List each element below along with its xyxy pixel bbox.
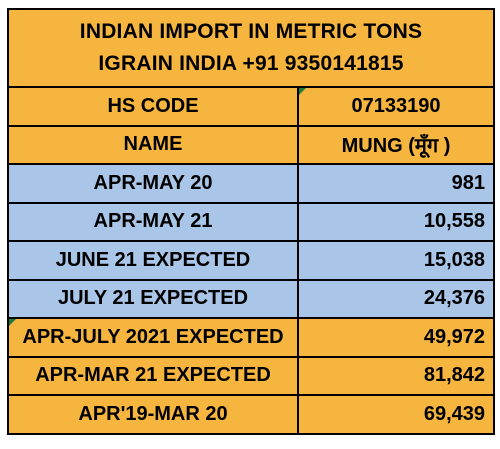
name-label: NAME <box>9 126 299 163</box>
table-row: APR-MAY 21 10,558 <box>7 203 495 242</box>
table-row-summary: APR-JULY 2021 EXPECTED 49,972 <box>7 319 495 358</box>
table-row: JUNE 21 EXPECTED 15,038 <box>7 242 495 281</box>
table-row-summary: APR-MAR 21 EXPECTED 81,842 <box>7 357 495 396</box>
table-title: INDIAN IMPORT IN METRIC TONS IGRAIN INDI… <box>7 8 495 88</box>
period-label: JULY 21 EXPECTED <box>9 280 299 317</box>
table-row: JULY 21 EXPECTED 24,376 <box>7 280 495 319</box>
period-label: APR-MAY 20 <box>9 165 299 202</box>
period-label: JUNE 21 EXPECTED <box>9 242 299 279</box>
summary-label: APR-JULY 2021 EXPECTED <box>9 319 299 356</box>
import-value: 24,376 <box>423 287 485 310</box>
summary-label: APR-MAR 21 EXPECTED <box>9 357 299 394</box>
summary-value: 49,972 <box>423 325 485 348</box>
hs-code-label: HS CODE <box>9 88 299 125</box>
table-row-hs-code: HS CODE 07133190 <box>7 88 495 127</box>
period-label: APR-MAY 21 <box>9 203 299 240</box>
table-row-summary: APR'19-MAR 20 69,439 <box>7 396 495 435</box>
table-row-name: NAME MUNG (मूँग ) <box>7 126 495 165</box>
name-value: MUNG (मूँग ) <box>341 135 451 158</box>
import-value: 10,558 <box>423 210 485 233</box>
title-line-1: INDIAN IMPORT IN METRIC TONS <box>79 20 423 43</box>
summary-label: APR'19-MAR 20 <box>9 396 299 433</box>
summary-value: 81,842 <box>423 364 485 387</box>
table-row: APR-MAY 20 981 <box>7 165 495 204</box>
hs-code-value: 07133190 <box>299 88 493 125</box>
summary-value: 69,439 <box>423 402 485 425</box>
import-table: INDIAN IMPORT IN METRIC TONS IGRAIN INDI… <box>7 8 495 435</box>
import-value: 15,038 <box>423 248 485 271</box>
title-line-2: IGRAIN INDIA +91 9350141815 <box>98 52 404 75</box>
import-value: 981 <box>451 171 485 194</box>
